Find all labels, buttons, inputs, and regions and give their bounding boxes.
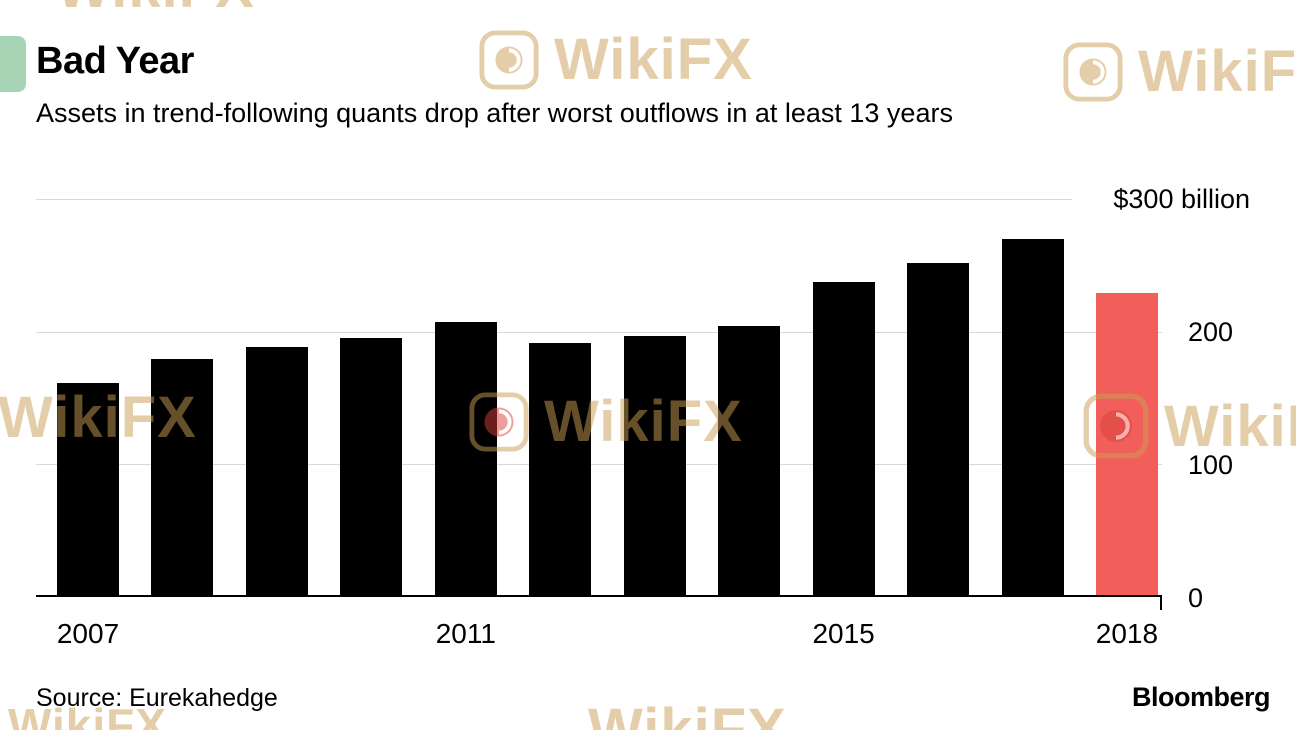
bar-2007 — [57, 382, 119, 595]
page-title: Bad Year — [36, 40, 194, 82]
watermark-text: WikiFX — [1138, 39, 1296, 104]
watermark-text: WikiFX — [588, 697, 787, 730]
bar-2015 — [812, 281, 875, 595]
chart-subtitle: Assets in trend-following quants drop af… — [36, 98, 953, 128]
x-axis-label-2011: 2011 — [435, 618, 496, 649]
bar-2012 — [529, 342, 592, 595]
watermark-top-right: WikiFX — [1062, 38, 1296, 105]
y-axis-label-200: 200 — [1188, 317, 1234, 347]
bar-2011 — [434, 321, 497, 595]
x-axis-label-2018: 2018 — [1095, 618, 1159, 649]
x-axis-label-2007: 2007 — [56, 618, 120, 649]
plot-area — [36, 199, 1162, 610]
x-axis-line — [36, 595, 1162, 597]
bar-2016 — [907, 263, 970, 595]
x-axis-label-2015: 2015 — [812, 618, 875, 649]
watermark-text: WikiFX — [56, 0, 255, 21]
bar-2017 — [1001, 239, 1064, 595]
bar-2008 — [151, 358, 214, 595]
watermark-bottom-center: WikiFX — [588, 696, 787, 730]
bar-2018 — [1095, 292, 1158, 595]
bar-2009 — [245, 346, 308, 595]
bar-2010 — [340, 337, 403, 595]
wikifx-shield-icon — [1063, 41, 1123, 102]
y-axis-label-300: $300 billion — [1113, 184, 1250, 214]
wikifx-green-badge-icon — [0, 36, 26, 92]
gridline-300 — [36, 199, 1072, 200]
bar-2014 — [718, 325, 781, 595]
bloomberg-logo: Bloomberg — [1131, 682, 1271, 712]
wikifx-shield-icon — [479, 29, 539, 90]
x-axis-end-tick — [1160, 597, 1162, 610]
y-axis-label-100: 100 — [1188, 450, 1234, 480]
bar-2013 — [623, 336, 686, 595]
y-axis-label-0: 0 — [1188, 583, 1204, 613]
gridline-100 — [36, 464, 1162, 466]
watermark-top-left: WikiFX — [56, 0, 255, 21]
gridline-200 — [36, 331, 1162, 333]
watermark-text: WikiFX — [554, 27, 753, 92]
x-axis-labels: 2007 2011 2015 2018 — [36, 618, 1162, 658]
source-credit: Source: Eurekahedge — [36, 684, 278, 712]
watermark-top-center: WikiFX — [478, 26, 753, 93]
